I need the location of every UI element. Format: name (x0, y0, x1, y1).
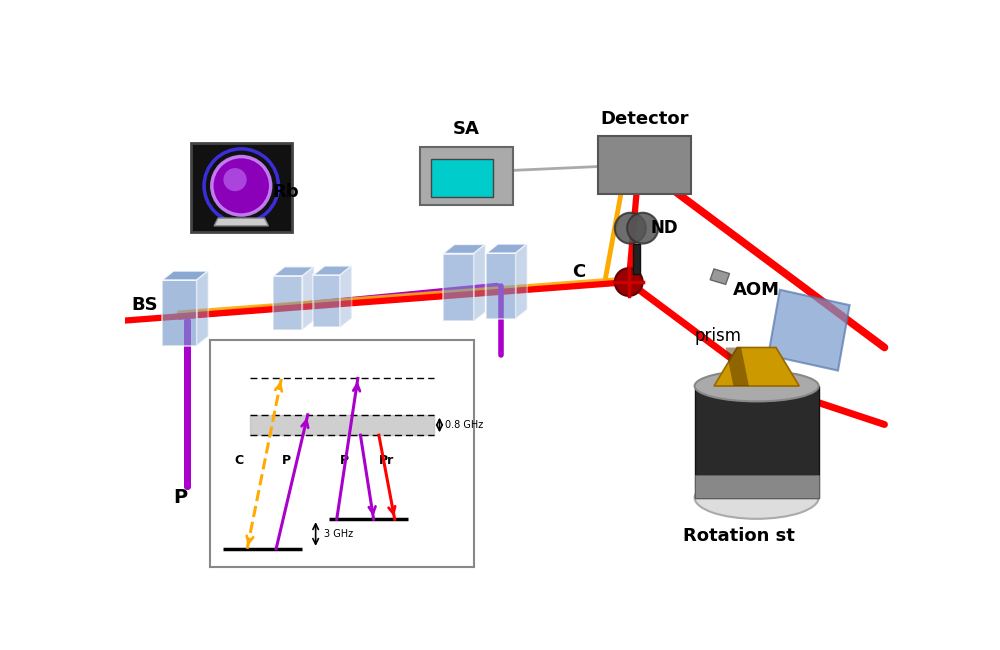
Polygon shape (273, 266, 314, 276)
Circle shape (627, 213, 658, 244)
Text: SA: SA (453, 120, 479, 138)
Text: Detector: Detector (600, 110, 688, 128)
Polygon shape (443, 244, 485, 254)
Circle shape (212, 157, 271, 215)
Polygon shape (162, 271, 208, 280)
Polygon shape (273, 276, 302, 330)
Text: P: P (174, 488, 188, 507)
Polygon shape (710, 269, 730, 284)
Polygon shape (443, 254, 474, 321)
Polygon shape (191, 144, 292, 232)
Text: prism: prism (695, 327, 742, 345)
Ellipse shape (695, 476, 819, 519)
Polygon shape (714, 348, 799, 386)
Polygon shape (302, 266, 314, 330)
Text: ND: ND (650, 219, 678, 237)
Polygon shape (486, 254, 516, 318)
Text: AOM: AOM (733, 281, 780, 299)
Polygon shape (695, 474, 819, 498)
Polygon shape (486, 244, 527, 254)
Polygon shape (516, 244, 527, 318)
Text: Rotation st: Rotation st (683, 527, 795, 545)
Polygon shape (162, 280, 197, 346)
Circle shape (615, 213, 646, 244)
Polygon shape (768, 290, 850, 370)
Polygon shape (340, 266, 352, 328)
Polygon shape (420, 148, 512, 205)
Polygon shape (695, 386, 819, 498)
Polygon shape (474, 244, 485, 321)
Text: BS: BS (131, 296, 158, 314)
Ellipse shape (695, 370, 819, 402)
Circle shape (615, 268, 643, 296)
Polygon shape (214, 218, 268, 226)
Polygon shape (197, 271, 208, 346)
Polygon shape (313, 275, 340, 328)
Polygon shape (313, 266, 352, 275)
Polygon shape (598, 136, 691, 194)
Polygon shape (633, 244, 640, 274)
Circle shape (223, 168, 247, 191)
Polygon shape (431, 159, 493, 198)
Polygon shape (726, 348, 749, 386)
Text: C: C (572, 263, 585, 281)
Text: Rb: Rb (272, 183, 299, 201)
